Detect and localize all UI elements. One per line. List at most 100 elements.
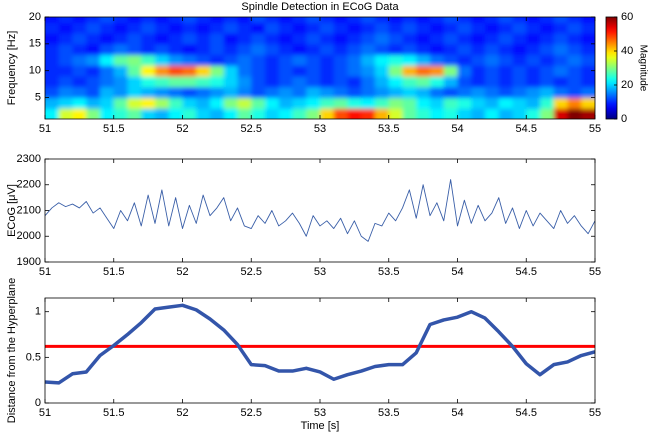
y-tick-label: 1900 xyxy=(17,256,41,268)
heatmap-cell xyxy=(333,22,348,34)
heatmap-cell xyxy=(265,97,280,109)
heatmap-cell xyxy=(540,17,555,23)
heatmap-cell xyxy=(333,76,348,88)
heatmap-cell xyxy=(526,108,541,119)
heatmap-cell xyxy=(540,65,555,77)
heatmap-cell xyxy=(155,17,170,23)
heatmap-cell xyxy=(45,22,60,34)
heatmap-cell xyxy=(553,43,568,56)
heatmap-cell xyxy=(72,17,87,23)
heatmap-cell xyxy=(100,97,115,109)
heatmap-cell xyxy=(457,33,472,45)
heatmap-cell xyxy=(306,97,321,109)
heatmap-cell xyxy=(306,22,321,34)
heatmap-cell xyxy=(485,54,500,66)
heatmap-cell xyxy=(265,17,280,23)
heatmap-cell xyxy=(141,76,156,88)
y-tick-label: 0.5 xyxy=(26,351,41,363)
x-tick-label: 53.5 xyxy=(378,407,399,419)
heatmap-cell xyxy=(45,97,60,109)
heatmap-cell xyxy=(457,97,472,109)
heatmap-cell xyxy=(512,86,527,99)
x-tick-label: 52 xyxy=(176,407,188,419)
heatmap-cell xyxy=(210,17,225,23)
heatmap-cell xyxy=(333,17,348,23)
heatmap-cell xyxy=(127,97,142,109)
x-tick-label: 51 xyxy=(39,266,51,278)
heatmap-cell xyxy=(375,54,390,66)
heatmap-cell xyxy=(278,76,293,88)
heatmap-cell xyxy=(306,17,321,23)
heatmap-cell xyxy=(581,33,595,45)
heatmap-cell xyxy=(498,65,513,77)
heatmap-cell xyxy=(45,54,60,66)
colorbar-label: Magnitude xyxy=(637,45,648,92)
x-tick-label: 53 xyxy=(314,123,326,135)
heatmap-cell xyxy=(141,43,156,56)
heatmap-cell xyxy=(168,43,183,56)
heatmap-cell xyxy=(223,108,238,119)
heatmap-cell xyxy=(100,86,115,99)
heatmap-cell xyxy=(430,76,445,88)
heatmap-cell xyxy=(320,22,335,34)
heatmap-cell xyxy=(512,17,527,23)
heatmap-cell xyxy=(402,33,417,45)
heatmap-cell xyxy=(292,76,307,88)
heatmap-cell xyxy=(388,108,403,119)
heatmap-cell xyxy=(485,43,500,56)
heatmap-cell xyxy=(471,108,486,119)
heatmap-cell xyxy=(168,17,183,23)
heatmap-cell xyxy=(512,108,527,119)
heatmap-cell xyxy=(430,33,445,45)
heatmap-cell xyxy=(86,108,101,119)
heatmap-cell xyxy=(86,22,101,34)
heatmap-cell xyxy=(512,22,527,34)
heatmap-cell xyxy=(375,108,390,119)
heatmap-cell xyxy=(526,43,541,56)
heatmap-cell xyxy=(141,86,156,99)
heatmap-cell xyxy=(526,54,541,66)
heatmap-cell xyxy=(141,54,156,66)
heatmap-cell xyxy=(86,43,101,56)
heatmap-cell xyxy=(113,54,128,66)
heatmap-cell xyxy=(237,22,252,34)
heatmap-cell xyxy=(168,22,183,34)
heatmap-cell xyxy=(278,65,293,77)
heatmap-cell xyxy=(265,108,280,119)
heatmap-cell xyxy=(402,65,417,77)
heatmap-cell xyxy=(512,97,527,109)
heatmap-cell xyxy=(168,76,183,88)
plot-background xyxy=(45,298,595,403)
heatmap-cell xyxy=(416,76,431,88)
heatmap-cell xyxy=(58,43,73,56)
colorbar-tick-label: 0 xyxy=(621,113,627,125)
heatmap-cell xyxy=(45,33,60,45)
heatmap-cell xyxy=(141,108,156,119)
heatmap-cell xyxy=(375,43,390,56)
heatmap-cell xyxy=(45,108,60,119)
heatmap-cell xyxy=(347,86,362,99)
heatmap-cell xyxy=(58,65,73,77)
heatmap-cell xyxy=(388,54,403,66)
heatmap-cell xyxy=(540,86,555,99)
heatmap-cell xyxy=(306,65,321,77)
x-tick-label: 55 xyxy=(589,123,601,135)
heatmap-cell xyxy=(567,22,582,34)
heatmap-cell xyxy=(72,86,87,99)
heatmap-cell xyxy=(45,17,60,23)
heatmap-cell xyxy=(113,17,128,23)
heatmap-cell xyxy=(347,97,362,109)
heatmap-cell xyxy=(361,17,376,23)
heatmap-cell xyxy=(320,97,335,109)
plot-lines xyxy=(45,179,595,242)
heatmap-cell xyxy=(210,76,225,88)
heatmap-cell xyxy=(512,65,527,77)
heatmap-cell xyxy=(526,17,541,23)
heatmap-cell xyxy=(471,65,486,77)
heatmap-cell xyxy=(45,76,60,88)
heatmap-cell xyxy=(58,76,73,88)
heatmap-cell xyxy=(292,86,307,99)
heatmap-cell xyxy=(375,22,390,34)
heatmap-cell xyxy=(347,76,362,88)
heatmap-cell xyxy=(553,76,568,88)
